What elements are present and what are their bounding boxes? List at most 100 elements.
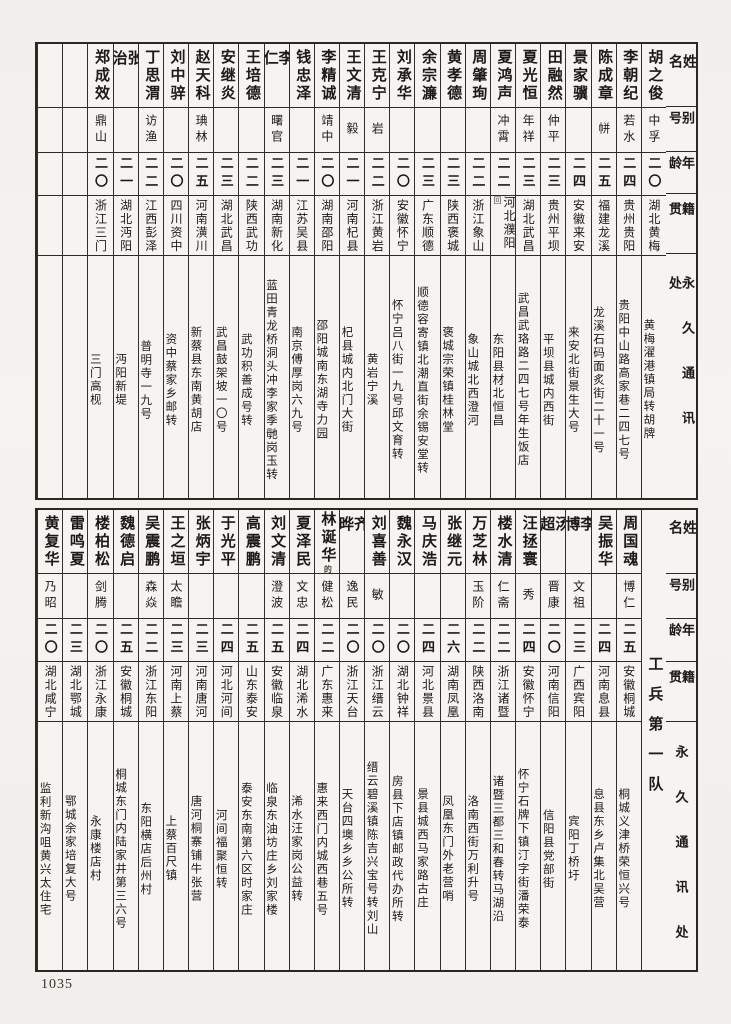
person-address-cell <box>38 256 62 498</box>
person-column: 马庆浩 二四 河北景县 景县城西马家路古庄 <box>414 510 440 970</box>
person-column: 黄复华 乃昭 二〇 湖北咸宁 监利新沟咀黄兴太住宅 <box>37 510 63 970</box>
header-alias-cell: 别号 <box>666 107 696 152</box>
person-origin: 陕西洛南 <box>470 664 485 719</box>
person-address-cell: 三门高枧 <box>88 256 112 498</box>
person-origin: 福建龙溪 <box>596 198 611 253</box>
person-alias-cell: 文祖 <box>566 574 591 619</box>
person-age: 二四 <box>596 622 612 658</box>
person-address-cell: 象山城北西澄河 <box>466 256 490 498</box>
person-age-cell: 二二 <box>465 153 490 196</box>
person-age: 二五 <box>193 156 209 192</box>
person-origin: 河北景县 <box>420 664 435 719</box>
person-origin-cell: 湖北钟祥 <box>390 662 415 722</box>
person-name-cell: 刘中骍 <box>163 44 189 108</box>
person-age-cell: 二六 <box>440 619 465 662</box>
person-column: 田融然 仲平 二三 贵州平坝 平坝县城内西街 <box>540 44 566 498</box>
person-alias: 太瞻 <box>168 580 183 612</box>
person-address: 息县东乡卢集北吴营 <box>592 788 605 910</box>
person-origin: 安徽来安 <box>571 198 586 253</box>
person-alias-cell: 帡 <box>591 108 616 153</box>
person-age: 二三 <box>67 622 83 658</box>
person-address: 房县下店镇邮政代办所转 <box>390 774 403 924</box>
person-address-cell: 武昌鼓架坡一〇号 <box>214 256 238 498</box>
person-address: 唐河桐寨铺牛张营 <box>189 795 202 903</box>
person-name: 楼柏松 <box>92 514 109 569</box>
person-age-cell: 二四 <box>516 619 541 662</box>
person-address: 普明寺一九号 <box>139 339 152 421</box>
person-age-cell: 二三 <box>214 153 239 196</box>
person-address: 来安北街景生大号 <box>566 326 579 434</box>
person-age-cell: 二三 <box>63 619 88 662</box>
person-name: 魏德启 <box>118 514 135 569</box>
person-alias-cell: 年祥 <box>516 108 541 153</box>
person-origin-cell: 浙江诸暨 <box>490 662 516 722</box>
person-alias: 剑腾 <box>93 580 108 612</box>
person-origin-cell: 陕西褒城 <box>440 196 465 256</box>
person-age-cell: 二三 <box>541 153 566 196</box>
person-age-cell: 二四 <box>591 619 616 662</box>
person-alias: 晋康 <box>546 580 561 612</box>
person-column: 赵天科 琠林 二五 河南潢川 新蔡县东南黄胡店 <box>188 44 214 498</box>
person-age-cell: 二〇 <box>88 153 113 196</box>
person-age: 二〇 <box>545 622 561 658</box>
person-address-cell: 永康楼店村 <box>88 722 112 970</box>
person-column: 郑成效 鼎山 二〇 浙江三门 三门高枧 <box>87 44 113 498</box>
person-address-cell: 怀宁石牌下镇汀字街潘荣泰 <box>516 722 540 970</box>
person-column: 李朝纪 若水 二四 贵州贵阳 贵阳中山路高家巷二四七号 <box>615 44 641 498</box>
person-address: 资中蔡家乡邮转 <box>164 332 177 428</box>
person-origin-cell: 贵州平坝 <box>541 196 566 256</box>
person-name: 楼水清 <box>495 514 512 569</box>
person-name: 赵天科 <box>193 48 210 103</box>
person-alias: 靖中 <box>319 114 334 146</box>
person-column <box>37 44 63 498</box>
person-name-cell: 林诞华的 <box>314 510 339 574</box>
person-name-cell: 王克宁 <box>365 44 390 108</box>
person-name: 高震鹏 <box>243 514 260 569</box>
person-alias-cell <box>189 574 214 619</box>
person-age: 二〇 <box>646 156 662 192</box>
person-alias-cell: 冲霄 <box>490 108 516 153</box>
person-alias: 琠林 <box>194 114 209 146</box>
person-origin-cell <box>38 196 63 256</box>
person-alias: 曙官 <box>269 114 284 146</box>
person-name: 周肇珣 <box>470 48 487 103</box>
person-alias-cell: 乃昭 <box>38 574 63 619</box>
person-name: 黄复华 <box>42 514 59 569</box>
person-age-cell: 二三 <box>440 153 465 196</box>
person-name: 李朝纪 <box>621 48 638 103</box>
person-origin-cell: 浙江天台 <box>339 662 365 722</box>
person-alias: 博仁 <box>621 580 636 612</box>
person-origin-cell: 江西彭泽 <box>138 196 163 256</box>
person-origin: 河北濮阳 <box>501 196 516 250</box>
person-column: 余宗濂 二三 广东顺德 顺德容寄镇北潮直街余锡安堂转 <box>414 44 440 498</box>
person-address-cell: 沔阳新堤 <box>114 256 138 498</box>
person-age-cell: 二二 <box>314 619 339 662</box>
person-origin-cell: 山东泰安 <box>239 662 264 722</box>
person-column: 陈成章 帡 二五 福建龙溪 龙溪石码面炙街二十一号 <box>590 44 616 498</box>
person-age: 二〇 <box>394 156 410 192</box>
person-origin-cell <box>63 196 88 256</box>
person-age-cell: 二〇 <box>390 153 415 196</box>
person-address-cell: 黄梅濯港镇局转胡牌 <box>642 256 666 498</box>
person-address: 凤凰东门外老营哨 <box>441 795 454 903</box>
person-origin-cell: 湖北鄂城 <box>63 662 88 722</box>
person-alias: 玉阶 <box>470 580 485 612</box>
person-alias-cell: 太瞻 <box>163 574 189 619</box>
person-age: 二〇 <box>369 622 385 658</box>
person-name: 万芝林 <box>470 514 487 569</box>
person-age: 二三 <box>193 622 209 658</box>
person-name-cell: 周肇珣 <box>465 44 490 108</box>
person-origin-cell: 福建龙溪 <box>591 196 616 256</box>
person-address: 河间福聚恒转 <box>214 808 227 890</box>
person-address: 缙云碧溪镇陈吉兴宝号转刘山 <box>365 761 378 937</box>
header-origin-label: 籍贯 <box>667 202 695 236</box>
person-column: 黄孝德 二三 陕西褒城 褒城宗荣镇桂林堂 <box>439 44 465 498</box>
person-column: 李仁 曙官 二三 湖南新化 蓝田青龙桥洞头冲李家季毑岗玉转 <box>263 44 289 498</box>
person-origin: 河南唐河 <box>194 664 209 719</box>
person-address-cell: 洛南西街万利升号 <box>466 722 490 970</box>
person-alias-cell <box>63 108 88 153</box>
person-column: 张治 二一 湖北沔阳 沔阳新堤 <box>112 44 138 498</box>
person-age-cell: 二一 <box>339 153 365 196</box>
person-origin-cell: 河南唐河 <box>189 662 214 722</box>
header-alias-label: 别号 <box>667 111 695 134</box>
